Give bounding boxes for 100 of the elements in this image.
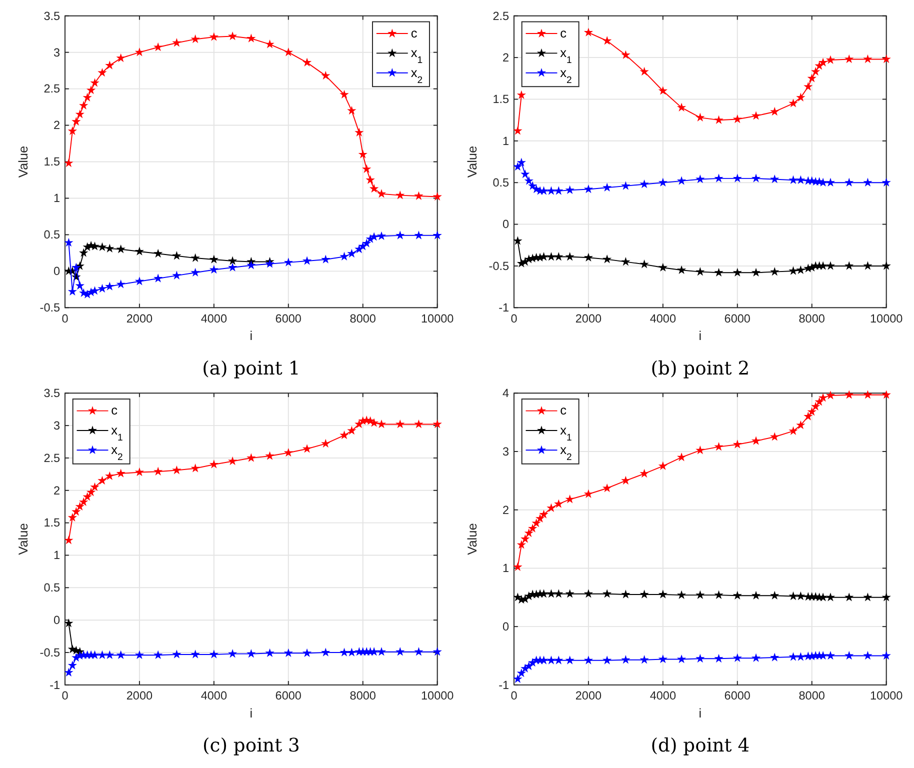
point <box>826 55 836 64</box>
point <box>134 276 144 286</box>
x-tick-label: 8000 <box>798 312 826 326</box>
point <box>676 590 686 599</box>
x-tick-label: 10000 <box>420 312 454 326</box>
point <box>676 102 686 112</box>
point <box>882 592 891 602</box>
point <box>284 258 293 266</box>
y-tick-label: 0 <box>502 218 510 232</box>
point <box>86 488 96 496</box>
y-tick-label: 1 <box>502 562 510 576</box>
y-tick-label: 2 <box>54 119 60 132</box>
point <box>658 590 668 598</box>
point <box>134 467 144 476</box>
point <box>347 106 356 115</box>
point <box>340 252 349 260</box>
point <box>658 178 668 186</box>
point <box>621 256 630 266</box>
point <box>826 390 836 400</box>
point <box>284 48 293 56</box>
point <box>807 74 816 82</box>
point <box>844 390 854 399</box>
y-tick-label: 2.5 <box>44 452 61 465</box>
point <box>362 238 372 248</box>
point <box>347 648 356 656</box>
point <box>513 236 522 245</box>
point <box>362 164 372 173</box>
point <box>376 647 386 656</box>
x-tick-label: 4000 <box>650 690 676 703</box>
point <box>90 482 100 492</box>
point <box>602 254 612 264</box>
y-axis-title: Value <box>16 523 31 555</box>
point <box>228 31 238 40</box>
y-tick-label: 2 <box>502 51 510 64</box>
x-axis-title: i <box>250 328 253 344</box>
point <box>321 438 330 448</box>
point <box>190 34 200 44</box>
point <box>640 468 649 478</box>
point <box>546 186 556 195</box>
y-tick-label: 0.5 <box>492 176 510 190</box>
point <box>826 592 836 602</box>
point <box>209 254 219 264</box>
point <box>602 589 612 598</box>
point <box>844 261 854 270</box>
y-tick-label: 1 <box>54 549 60 562</box>
point <box>882 54 891 64</box>
legend-label: x$_{2}$ <box>410 64 423 86</box>
point <box>796 652 806 661</box>
point <box>804 412 813 420</box>
point <box>154 466 163 476</box>
point <box>209 32 219 41</box>
y-tick-label: 3.5 <box>44 10 61 23</box>
point <box>714 174 724 182</box>
point <box>265 648 274 658</box>
point <box>98 68 107 77</box>
point <box>732 590 742 600</box>
point <box>584 184 594 194</box>
point <box>539 252 548 261</box>
x-tick-label: 4000 <box>200 690 228 703</box>
point <box>751 436 761 445</box>
point <box>546 252 556 261</box>
point <box>814 397 824 406</box>
point <box>676 176 686 185</box>
point <box>68 126 78 136</box>
point <box>513 162 522 171</box>
point <box>414 419 424 428</box>
point <box>520 169 530 178</box>
point <box>546 589 556 598</box>
point <box>354 128 364 136</box>
point <box>565 656 574 664</box>
point <box>532 518 541 528</box>
point <box>804 82 813 91</box>
point <box>302 648 312 658</box>
y-tick-label: 1 <box>502 134 510 148</box>
point <box>696 654 705 663</box>
x-tick-label: 6000 <box>724 312 751 326</box>
point <box>516 158 526 166</box>
point <box>134 650 144 659</box>
point <box>565 589 574 598</box>
point <box>98 650 107 659</box>
point <box>340 648 349 656</box>
point <box>396 230 405 240</box>
x-tick-label: 2000 <box>126 312 153 326</box>
point <box>228 456 238 466</box>
point <box>154 42 163 52</box>
point <box>658 86 668 95</box>
point <box>863 390 872 399</box>
point <box>863 592 872 602</box>
legend-label: x$_{2}$ <box>111 442 123 463</box>
point <box>640 179 649 188</box>
y-axis-title: Value <box>16 146 31 178</box>
point <box>396 190 405 200</box>
point <box>82 492 92 501</box>
y-tick-label: 0.5 <box>44 228 61 242</box>
point <box>376 231 386 240</box>
point <box>844 650 854 660</box>
point <box>732 114 742 124</box>
x-tick-label: 2000 <box>575 690 602 703</box>
point <box>246 260 256 270</box>
point <box>640 655 649 664</box>
